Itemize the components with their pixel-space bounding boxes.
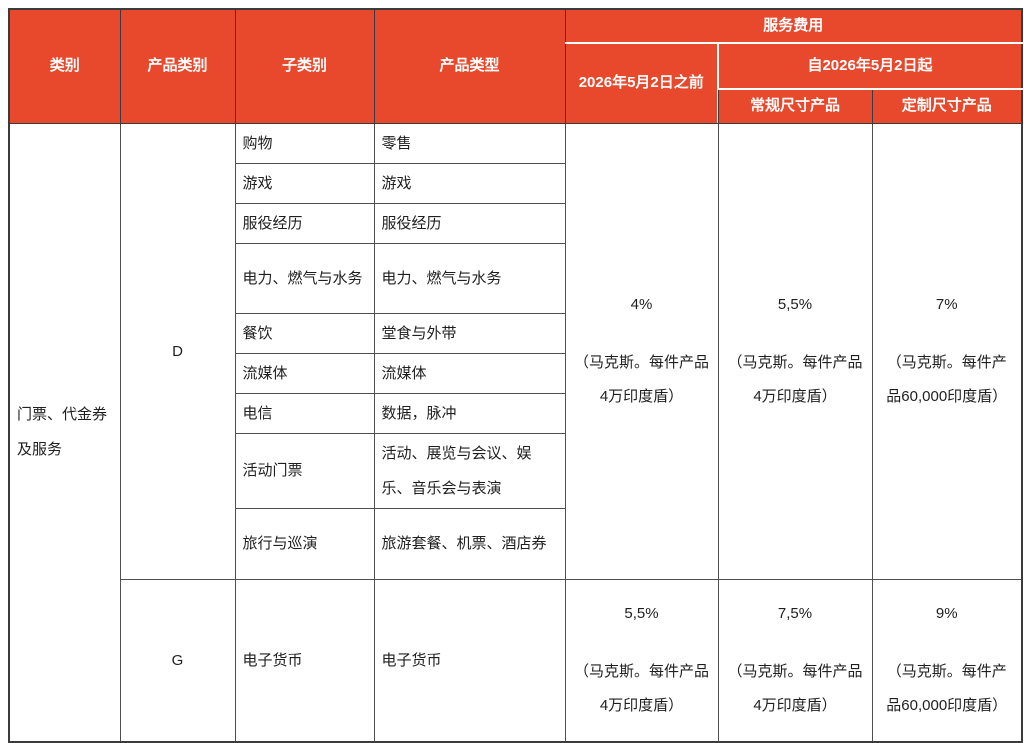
fee-custom-cell-d: 7% （马克斯。每件产品60,000印度盾）: [871, 122, 1023, 580]
subcategory-cell: 电信: [234, 392, 375, 434]
header-product-type: 产品类型: [373, 8, 566, 124]
product-type-cell: 旅游套餐、机票、酒店券: [373, 507, 566, 580]
fee-regular-cell-g: 7,5% （马克斯。每件产品4万印度盾）: [717, 578, 873, 743]
product-category-cell-g: G: [119, 578, 236, 743]
fee-schedule-table: 类别 产品类别 子类别 产品类型 服务费用 2026年5月2日之前 自2026年…: [8, 8, 1023, 743]
product-type-cell: 游戏: [373, 162, 566, 204]
product-type-cell: 活动、展览与会议、娱乐、音乐会与表演: [373, 432, 566, 509]
header-custom-size: 定制尺寸产品: [871, 88, 1023, 124]
table-row: 流媒体 流媒体: [9, 352, 1022, 394]
subcategory-cell: 服役经历: [234, 202, 375, 244]
header-regular-size: 常规尺寸产品: [717, 88, 873, 124]
table-row: 门票、代金券及服务 D 购物 零售 4% （马克斯。每件产品4万印度盾） 5,5…: [8, 122, 1023, 743]
table-row: 电力、燃气与水务 电力、燃气与水务: [9, 242, 1022, 314]
subcategory-cell: 电子货币: [234, 578, 375, 743]
table-row: 活动门票 活动、展览与会议、娱乐、音乐会与表演: [9, 432, 1022, 509]
fee-regular-cell-d: 5,5% （马克斯。每件产品4万印度盾）: [717, 122, 873, 580]
subcategory-cell: 电力、燃气与水务: [234, 242, 375, 314]
product-type-cell: 电力、燃气与水务: [373, 242, 566, 314]
product-type-cell: 流媒体: [373, 352, 566, 394]
subcategory-cell: 购物: [234, 122, 375, 164]
subcategory-cell: 餐饮: [234, 312, 375, 354]
table-row: 服役经历 服役经历: [9, 202, 1022, 244]
table-header: 类别 产品类别 子类别 产品类型 服务费用 2026年5月2日之前 自2026年…: [8, 8, 1023, 124]
fee-value: 9%: [935, 605, 958, 623]
subcategory-cell: 游戏: [234, 162, 375, 204]
product-type-cell: 数据，脉冲: [373, 392, 566, 434]
fee-custom-cell-g: 9% （马克斯。每件产品60,000印度盾）: [871, 578, 1023, 743]
fee-value: 5,5%: [777, 296, 813, 313]
fee-note: （马克斯。每件产品60,000印度盾）: [886, 663, 1008, 715]
product-type-cell: 电子货币: [373, 578, 566, 743]
header-before-date: 2026年5月2日之前: [564, 42, 719, 124]
category-cell: 门票、代金券及服务: [8, 122, 121, 743]
product-type-cell: 堂食与外带: [373, 312, 566, 354]
fee-value: 7%: [935, 296, 958, 313]
fee-note: （马克斯。每件产品4万印度盾）: [727, 663, 863, 715]
fee-value: 4%: [630, 296, 653, 313]
header-subcategory: 子类别: [234, 8, 375, 124]
table-body: 门票、代金券及服务 D 购物 零售 4% （马克斯。每件产品4万印度盾） 5,5…: [8, 122, 1023, 743]
table-row: 餐饮 堂食与外带: [9, 312, 1022, 354]
fee-before-cell-g: 5,5% （马克斯。每件产品4万印度盾）: [564, 578, 719, 743]
header-category: 类别: [8, 8, 121, 124]
subcategory-cell: 流媒体: [234, 352, 375, 394]
table-row: G 电子货币 电子货币 5,5% （马克斯。每件产品4万印度盾） 7,5% （马…: [9, 578, 1023, 743]
header-service-fee: 服务费用: [564, 8, 1023, 44]
header-from-date: 自2026年5月2日起: [717, 42, 1023, 90]
subcategory-cell: 活动门票: [234, 432, 375, 509]
product-category-cell-d: D: [119, 122, 236, 580]
table-row: 电信 数据，脉冲: [9, 392, 1022, 434]
product-type-cell: 零售: [373, 122, 566, 164]
fee-note: （马克斯。每件产品4万印度盾）: [727, 354, 863, 405]
fee-before-cell-d: 4% （马克斯。每件产品4万印度盾）: [564, 122, 719, 580]
fee-note: （马克斯。每件产品60,000印度盾）: [886, 354, 1008, 405]
header-product-category: 产品类别: [119, 8, 236, 124]
fee-note: （马克斯。每件产品4万印度盾）: [573, 663, 709, 715]
table-row: 游戏 游戏: [9, 162, 1022, 204]
table-row: 旅行与巡演 旅游套餐、机票、酒店券: [9, 507, 1022, 580]
fee-value: 7,5%: [777, 605, 813, 623]
product-type-cell: 服役经历: [373, 202, 566, 244]
fee-note: （马克斯。每件产品4万印度盾）: [573, 354, 709, 405]
subcategory-cell: 旅行与巡演: [234, 507, 375, 580]
fee-value: 5,5%: [624, 605, 659, 623]
